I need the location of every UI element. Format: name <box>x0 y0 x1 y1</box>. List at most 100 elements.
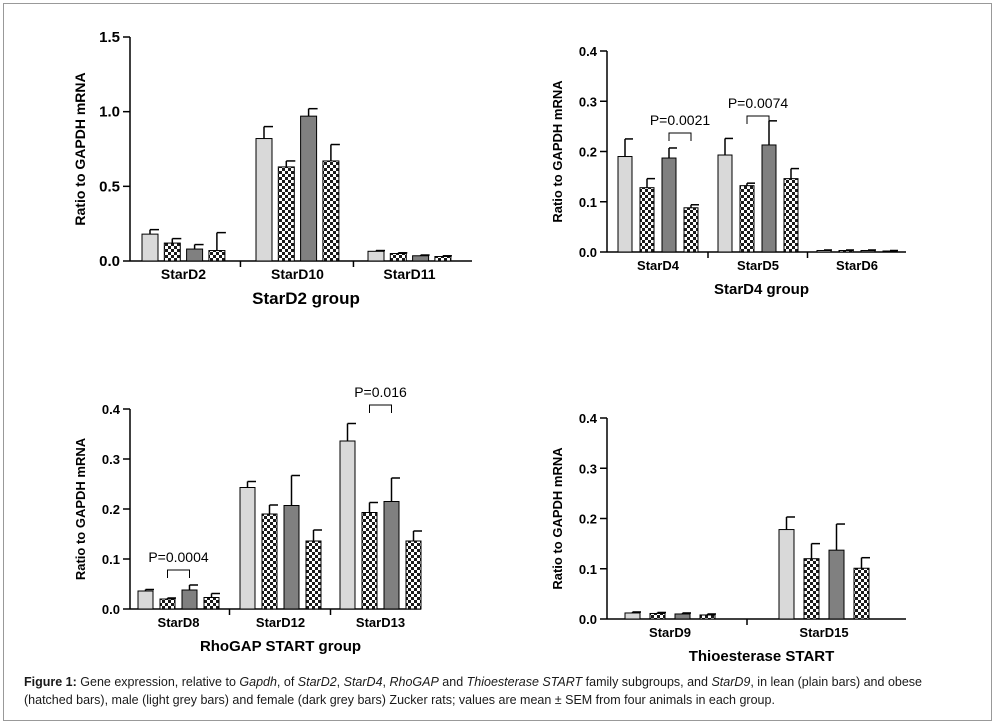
bar <box>159 598 176 610</box>
y-tick-label: 0.3 <box>102 452 120 467</box>
y-tick-label: 0.3 <box>579 461 597 476</box>
bar <box>261 513 278 610</box>
bar <box>361 512 378 610</box>
category-label: StarD12 <box>256 615 305 630</box>
bar <box>163 242 181 262</box>
caption-part: , <box>336 675 344 689</box>
bar <box>322 160 340 262</box>
caption-label: Figure 1: <box>24 675 77 689</box>
chart-panel: 0.0 0.1 0.2 0.3 0.4 Ratio to GAPDH mRNA StarD8… <box>73 384 422 655</box>
bar <box>405 540 422 610</box>
figure-caption: Figure 1: Gene expression, relative to G… <box>24 673 974 709</box>
y-tick-label: 0.1 <box>102 552 120 567</box>
bar <box>186 248 204 262</box>
caption-part: , of <box>276 675 298 689</box>
bar <box>389 253 407 262</box>
category-label: StarD15 <box>799 625 848 640</box>
y-tick-label: 0.2 <box>579 512 597 527</box>
bar <box>803 558 820 620</box>
bar <box>141 233 159 262</box>
figure-frame <box>3 3 992 721</box>
bar <box>739 185 755 253</box>
bar <box>283 505 300 610</box>
category-label: StarD9 <box>649 625 691 640</box>
figure-charts: 0.0 0.5 1.0 1.5 Ratio to GAPDH mRNA StarD2 Sta… <box>72 29 906 665</box>
bar <box>717 154 733 253</box>
y-axis-label: Ratio to GAPDH mRNA <box>550 80 565 223</box>
bar <box>339 440 356 610</box>
bar <box>412 255 430 262</box>
bar <box>761 144 777 253</box>
caption-part: family subgroups, and <box>582 675 712 689</box>
caption-part: , in lean (plain bars) and obese (hatche… <box>24 675 922 707</box>
bar <box>649 612 666 620</box>
y-tick-label: 0.1 <box>579 195 597 210</box>
y-tick-label: 1.5 <box>99 29 120 46</box>
caption-text: Gene expression, relative to Gapdh, of S… <box>24 675 922 707</box>
category-label: StarD4 <box>637 258 680 273</box>
y-tick-label: 0.0 <box>579 612 597 627</box>
caption-part: StarD9 <box>711 675 751 689</box>
bar <box>617 156 633 253</box>
chart-title: RhoGAP START group <box>200 638 361 655</box>
bar <box>661 157 677 253</box>
bar <box>778 529 795 620</box>
bar <box>853 567 870 620</box>
bar <box>277 166 295 262</box>
category-label: StarD13 <box>356 615 405 630</box>
y-axis-label: Ratio to GAPDH mRNA <box>73 437 88 580</box>
bar <box>203 597 220 610</box>
bar <box>208 250 226 262</box>
chart-title: StarD4 group <box>714 281 809 298</box>
chart-panel: 0.0 0.5 1.0 1.5 Ratio to GAPDH mRNA StarD2 Sta… <box>72 29 472 308</box>
significance-bracket <box>668 132 692 141</box>
category-label: StarD11 <box>383 266 435 282</box>
category-label: StarD2 <box>161 266 206 282</box>
category-label: StarD5 <box>737 258 779 273</box>
bar <box>434 256 452 262</box>
bar <box>255 138 273 262</box>
bar <box>367 250 385 262</box>
y-axis-label: Ratio to GAPDH mRNA <box>72 72 88 225</box>
caption-part: , <box>382 675 390 689</box>
y-axis-label: Ratio to GAPDH mRNA <box>550 447 565 590</box>
y-tick-label: 0.2 <box>579 145 597 160</box>
bar <box>137 590 154 610</box>
y-tick-label: 0.0 <box>99 253 120 270</box>
bar <box>683 207 699 253</box>
caption-part: StarD4 <box>343 675 383 689</box>
p-value-label: P=0.0004 <box>148 549 209 565</box>
bar <box>624 612 641 620</box>
chart-panel: 0.0 0.1 0.2 0.3 0.4 Ratio to GAPDH mRNA StarD4… <box>550 44 906 298</box>
bar <box>181 589 198 610</box>
y-tick-label: 0.1 <box>579 562 597 577</box>
bar <box>639 187 655 253</box>
bar <box>699 614 716 620</box>
p-value-label: P=0.0074 <box>728 95 789 111</box>
chart-title: StarD2 group <box>252 289 360 308</box>
p-value-label: P=0.016 <box>354 384 407 400</box>
y-tick-label: 0.4 <box>102 402 121 417</box>
bar <box>300 115 318 262</box>
caption-part: and <box>438 675 467 689</box>
caption-part: RhoGAP <box>389 675 439 689</box>
y-tick-label: 1.0 <box>99 104 120 121</box>
caption-part: Gapdh <box>239 675 277 689</box>
y-tick-label: 0.5 <box>99 178 120 195</box>
chart-title: Thioesterase START <box>689 648 835 665</box>
bar <box>674 613 691 620</box>
bar <box>828 549 845 620</box>
y-tick-label: 0.4 <box>579 44 598 59</box>
caption-part: Gene expression, relative to <box>76 675 240 689</box>
category-label: StarD10 <box>271 266 324 282</box>
y-tick-label: 0.4 <box>579 411 598 426</box>
bar <box>239 487 256 610</box>
y-tick-label: 0.0 <box>579 245 597 260</box>
significance-bracket <box>167 569 190 578</box>
bar <box>783 178 799 253</box>
bar <box>383 501 400 610</box>
caption-part: StarD2 <box>297 675 337 689</box>
bar <box>305 540 322 610</box>
significance-bracket <box>746 115 770 124</box>
y-tick-label: 0.0 <box>102 602 120 617</box>
